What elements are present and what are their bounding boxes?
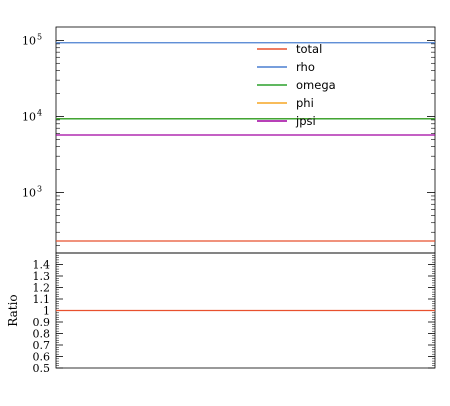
legend-label-omega: omega <box>296 78 336 92</box>
legend-label-jpsi: jpsi <box>295 114 316 128</box>
ratio-tick-label: 1.2 <box>33 282 51 295</box>
legend-label-total: total <box>296 42 322 56</box>
y-tick-exponent: 3 <box>37 184 42 193</box>
ratio-axis-title: Ratio <box>6 294 20 326</box>
y-tick-exponent: 5 <box>37 32 42 41</box>
ratio-tick-label: 0.5 <box>33 362 51 375</box>
ratio-tick-label: 1.3 <box>33 270 51 283</box>
y-tick-exponent: 4 <box>37 108 42 117</box>
y-tick-label: 10 <box>22 34 36 47</box>
ratio-plot: 0.50.60.70.80.911.11.21.31.4 Ratio <box>6 252 436 375</box>
ratio-tick-label: 0.8 <box>33 328 51 341</box>
legend-label-phi: phi <box>296 96 314 110</box>
y-tick-label: 10 <box>22 186 36 199</box>
y-tick-label: 10 <box>22 110 36 123</box>
main-plot-frame <box>55 26 436 254</box>
ratio-tick-label: 0.6 <box>33 351 51 364</box>
ratio-tick-label: 1 <box>43 305 50 318</box>
ratio-tick-label: 1.4 <box>33 259 51 272</box>
ratio-tick-label: 0.9 <box>33 316 51 329</box>
legend-label-rho: rho <box>296 60 315 74</box>
ratio-tick-label: 1.1 <box>33 293 51 306</box>
ratio-tick-label: 0.7 <box>33 339 51 352</box>
